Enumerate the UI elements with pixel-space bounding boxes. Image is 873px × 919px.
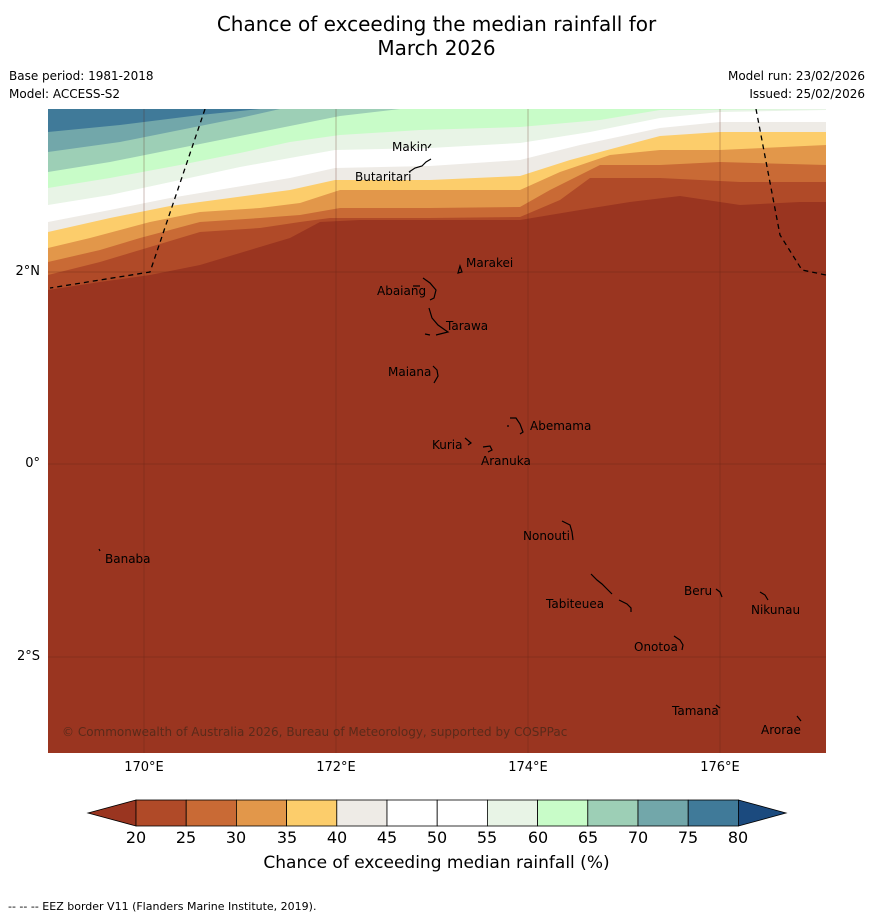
band-below-20 (48, 196, 826, 753)
island-label: Kuria (432, 438, 463, 452)
rainfall-map: Makin Butaritari Marakei Abaiang Tarawa … (48, 109, 826, 753)
colorbar (86, 799, 788, 827)
chart-title: Chance of exceeding the median rainfall … (0, 12, 873, 60)
issued-date: Issued: 25/02/2026 (749, 87, 865, 101)
colorbar-tick: 75 (677, 828, 699, 847)
lat-label-2n: 2°N (15, 264, 41, 279)
meta-right: Model run: 23/02/2026 Issued: 25/02/2026 (728, 67, 865, 103)
island-label: Maiana (388, 365, 431, 379)
colorbar-tick: 55 (476, 828, 498, 847)
colorbar-segment (235, 799, 287, 827)
colorbar-tick: 65 (577, 828, 599, 847)
eez-border (49, 109, 826, 289)
colorbar-tick: 30 (225, 828, 247, 847)
colorbar-segment (537, 799, 589, 827)
lat-label-0: 0° (25, 456, 40, 471)
gridlines (48, 109, 826, 753)
colorbar-segment (587, 799, 639, 827)
lat-label-2s: 2°S (16, 649, 40, 664)
model-run: Model run: 23/02/2026 (727, 69, 865, 83)
colorbar-segment (687, 799, 739, 827)
island-label: Onotoa (634, 640, 678, 654)
island-label: Butaritari (355, 170, 412, 184)
colorbar-tick: 20 (125, 828, 147, 847)
lon-label-170e: 170°E (124, 760, 164, 775)
colorbar-high-arrow (738, 799, 788, 827)
colorbar-segment (336, 799, 388, 827)
colorbar-tick: 60 (527, 828, 549, 847)
colorbar-tick: 50 (426, 828, 448, 847)
island-label: Tamana (671, 704, 719, 718)
title-line-2: March 2026 (377, 36, 496, 60)
colorbar-tick: 40 (326, 828, 348, 847)
meta-left: Base period: 1981-2018 Model: ACCESS-S2 (9, 67, 154, 103)
colorbar-segment (286, 799, 338, 827)
colorbar-tick: 70 (627, 828, 649, 847)
base-period: Base period: 1981-2018 (9, 69, 154, 83)
island-label: Abemama (530, 419, 591, 433)
lon-label-176e: 176°E (700, 760, 740, 775)
colorbar-tick: 45 (376, 828, 398, 847)
colorbar-segment (386, 799, 438, 827)
colorbar-segment (135, 799, 187, 827)
colorbar-segment (185, 799, 237, 827)
island-label: Aranuka (481, 454, 531, 468)
colorbar-segment (436, 799, 488, 827)
island-label: Tabiteuea (545, 597, 604, 611)
island-label: Makin (392, 140, 428, 154)
colorbar-label: Chance of exceeding median rainfall (%) (263, 853, 610, 873)
colorbar-segment (486, 799, 538, 827)
island-label: Tarawa (445, 319, 488, 333)
lon-label-174e: 174°E (508, 760, 548, 775)
title-line-1: Chance of exceeding the median rainfall … (216, 12, 657, 36)
island-label: Banaba (105, 552, 151, 566)
colorbar-tick: 80 (727, 828, 749, 847)
island-label: Arorae (761, 723, 801, 737)
island-label: Abaiang (377, 284, 426, 298)
island-labels: Makin Butaritari Marakei Abaiang Tarawa … (105, 140, 801, 737)
colorbar-segment (637, 799, 689, 827)
island-outlines (98, 143, 802, 722)
colorbar-tick: 25 (175, 828, 197, 847)
island-label: Nikunau (751, 603, 800, 617)
island-label: Marakei (466, 256, 513, 270)
island-label: Nonouti (523, 529, 570, 543)
colorbar-tick: 35 (276, 828, 298, 847)
island-label: Beru (684, 584, 712, 598)
colorbar-low-arrow (86, 799, 137, 827)
copyright-text: © Commonwealth of Australia 2026, Bureau… (62, 725, 567, 739)
footnote: -- -- -- EEZ border V11 (Flanders Marine… (8, 900, 317, 913)
model-name: Model: ACCESS-S2 (9, 87, 121, 101)
lon-label-172e: 172°E (316, 760, 356, 775)
